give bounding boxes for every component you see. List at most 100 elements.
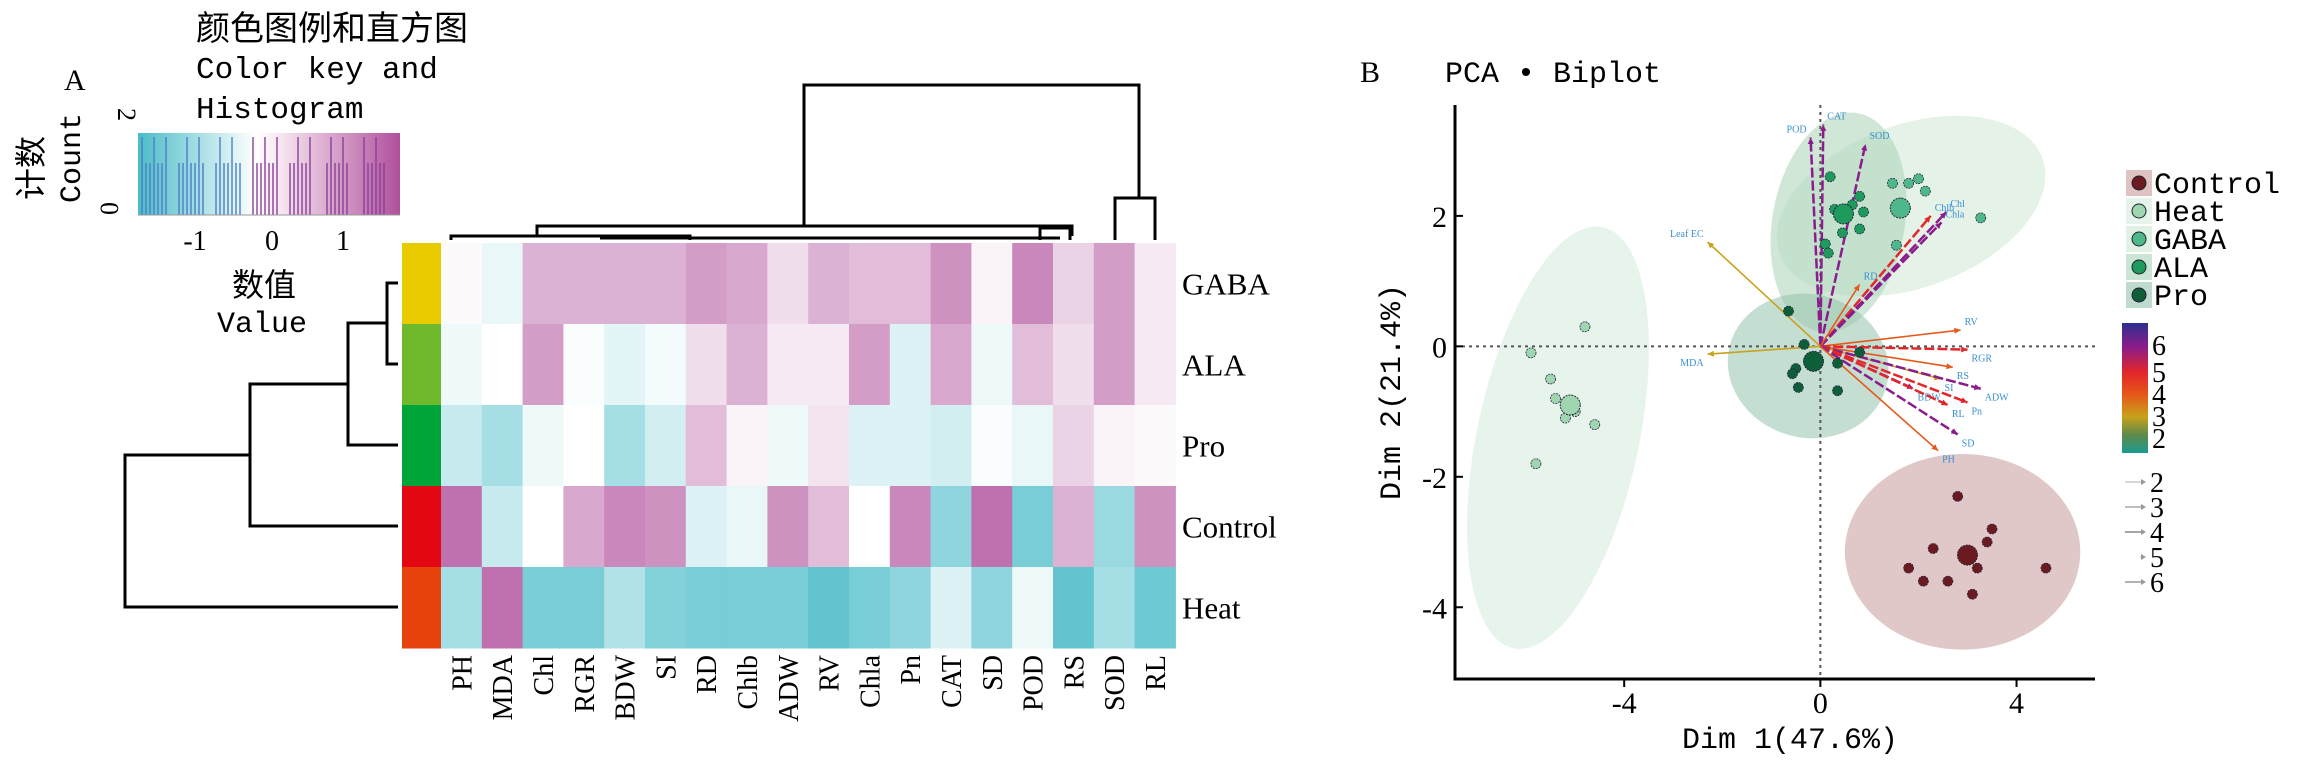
heatmap-cell	[726, 486, 768, 568]
variable-label: SD	[1962, 438, 1975, 449]
y-tick-label: 0	[1432, 331, 1447, 364]
row-dendrogram	[123, 281, 398, 609]
variable-label: BDW	[1918, 393, 1942, 404]
heatmap-cell	[971, 324, 1013, 406]
count-tick-2: 2	[112, 108, 141, 121]
variable-label: Chl	[1950, 199, 1965, 210]
centroid-gaba	[1889, 197, 1911, 219]
point-gaba	[1887, 177, 1898, 189]
heatmap-cell	[971, 405, 1013, 487]
variable-arrow	[1819, 345, 1968, 404]
heatmap-cell	[849, 486, 891, 568]
arrow-head	[1924, 215, 1931, 223]
heatmap-cell	[889, 405, 932, 487]
heatmap-cell	[441, 243, 483, 325]
heatmap-cell	[930, 243, 972, 325]
x-tick-label: -4	[1612, 687, 1637, 720]
variable-arrow	[1820, 345, 1953, 369]
variable-arrow	[1819, 215, 1932, 348]
heatmap-cell	[1012, 405, 1054, 487]
row-label: Pro	[1182, 429, 1225, 464]
point-gaba	[1975, 212, 1987, 224]
arrow-legend-head	[2141, 529, 2146, 535]
variable-label: SOD	[1869, 131, 1889, 142]
y-tick-label: -2	[1422, 462, 1447, 495]
heatmap-cell	[849, 405, 891, 487]
arrow-legend-label: 2	[2150, 468, 2164, 499]
column-label: CAT	[937, 655, 968, 708]
color-key: A 颜色图例和直方图 Color key and Histogram 计数 Co…	[13, 10, 468, 342]
heatmap-cell	[522, 324, 564, 406]
column-label: Chla	[855, 654, 886, 707]
arrow-head	[1939, 211, 1947, 219]
arrow-head	[1707, 241, 1715, 249]
variable-label: RS	[1957, 371, 1969, 382]
plot-axes	[1453, 105, 2095, 681]
column-dendrogram	[449, 83, 1157, 240]
point-heat	[1525, 347, 1537, 359]
heatmap-cell	[522, 486, 564, 568]
variable-label: RGR	[1971, 354, 1992, 365]
heatmap-cell	[971, 243, 1013, 325]
heatmap-cell	[808, 567, 850, 649]
point-control	[1903, 562, 1915, 574]
heatmap-cell	[971, 486, 1013, 568]
heatmap-cell	[1093, 486, 1136, 568]
legend-label: Control	[2154, 169, 2280, 203]
column-label: POD	[1019, 655, 1050, 711]
heatmap-cell	[930, 486, 972, 568]
count-label-cn: 计数	[13, 136, 49, 200]
heatmap-cell	[1053, 243, 1095, 325]
point-control	[1917, 575, 1929, 587]
row-label: ALA	[1182, 348, 1246, 383]
column-label: MDA	[488, 654, 519, 720]
value-label-cn: 数值	[232, 267, 296, 303]
heatmap-cell	[1134, 324, 1176, 406]
heatmap-cell	[1012, 243, 1054, 325]
heatmap-cell	[849, 243, 891, 325]
centroid-pro	[1802, 350, 1824, 372]
row-label: GABA	[1182, 267, 1270, 302]
arrow-head	[1940, 399, 1948, 406]
heatmap-cell	[1053, 567, 1095, 649]
heatmap-cell	[767, 567, 809, 649]
variable-arrow	[1819, 283, 1861, 347]
centroid-control	[1956, 544, 1978, 566]
arrow-head	[1950, 428, 1958, 435]
variable-label: POD	[1787, 125, 1807, 136]
heatmap-cell	[522, 243, 564, 325]
point-pro	[1792, 382, 1804, 393]
heatmap-cell	[1134, 567, 1176, 649]
arrow-legend-label: 5	[2150, 543, 2164, 574]
heatmap-cell	[645, 243, 687, 325]
heatmap-cell	[808, 486, 850, 568]
variable-label: MDA	[1680, 358, 1704, 369]
count-label-en: Count	[56, 113, 90, 203]
heatmap-cell	[767, 243, 809, 325]
heatmap-cell	[726, 405, 768, 487]
histogram-lines	[141, 137, 385, 215]
heatmap-cell	[930, 567, 972, 649]
arrow-head	[1954, 327, 1961, 334]
point-pro	[1798, 338, 1810, 350]
panel-label-b: B	[1360, 56, 1380, 89]
arrow-legend-head	[2141, 504, 2146, 510]
point-ala	[1858, 206, 1869, 218]
column-label: RL	[1141, 655, 1172, 691]
legend-marker	[2131, 287, 2147, 303]
point-ala	[1824, 171, 1836, 183]
heatmap-cell	[767, 324, 809, 406]
heatmap-cell	[1053, 324, 1095, 406]
heatmap-cell	[685, 243, 728, 325]
x-tick-label: 0	[1813, 687, 1828, 720]
variable-arrow	[1819, 221, 1943, 348]
legend-label: GABA	[2154, 225, 2226, 259]
legend-marker	[2131, 231, 2147, 247]
row-color-bar	[402, 243, 441, 325]
column-label: SOD	[1100, 655, 1131, 711]
point-ala	[1822, 247, 1834, 259]
column-label: SI	[651, 655, 682, 680]
heatmap-cell	[441, 567, 483, 649]
heatmap-cell	[889, 243, 932, 325]
